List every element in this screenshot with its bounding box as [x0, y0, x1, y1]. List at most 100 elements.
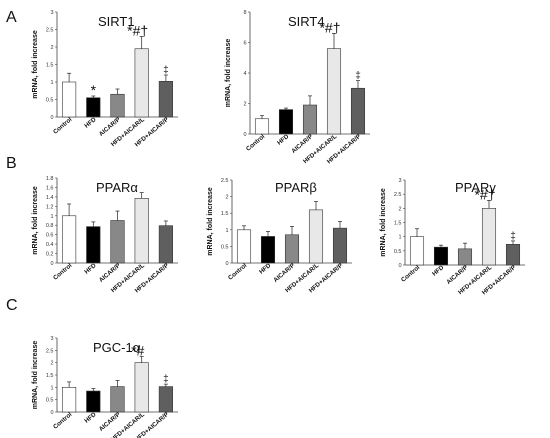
- y-tick-label: 2: [225, 195, 228, 201]
- y-tick-label: 0: [50, 261, 53, 267]
- y-tick-label: 0: [50, 410, 53, 416]
- panel-label-c: C: [6, 297, 18, 314]
- chart-5: PPARγ 0 0.5 1 1.5 2 2.5 3 mRNA, fold increase Con…: [380, 178, 525, 296]
- bar: [110, 93, 125, 118]
- chart-title: SIRT1: [98, 14, 135, 29]
- significance-marker: *: [91, 82, 97, 98]
- y-tick-label: 4: [243, 71, 246, 77]
- y-tick-label: 0: [243, 132, 246, 138]
- category-label: HFD: [431, 264, 446, 278]
- bar: [134, 198, 149, 264]
- significance-marker: ‡: [510, 231, 516, 242]
- significance-marker: ‡: [163, 65, 169, 76]
- y-tick-label: 6: [243, 41, 246, 47]
- significance-marker: *#†: [319, 19, 340, 35]
- y-tick-label: 3: [50, 10, 53, 16]
- bar: [62, 387, 77, 413]
- y-tick-label: 2.5: [221, 178, 229, 184]
- y-tick-label: 1.2: [46, 204, 54, 210]
- category-label: HFD: [83, 116, 98, 130]
- y-tick-label: 1.5: [46, 63, 54, 69]
- bar: [134, 362, 149, 413]
- bar: [86, 226, 101, 264]
- bar: [110, 220, 125, 264]
- y-tick-label: 2: [50, 361, 53, 367]
- chart-title: PPARγ: [455, 180, 496, 195]
- chart-6: PGC-1α 0 0.5 1 1.5 2 2.5 3 mRNA, fold increase Co…: [32, 336, 178, 438]
- bar: [110, 386, 125, 413]
- bar: [86, 390, 101, 413]
- significance-marker: *#†: [127, 23, 148, 39]
- y-tick-label: 1: [50, 214, 53, 220]
- y-tick-label: 0.5: [46, 98, 54, 104]
- category-label: Control: [52, 411, 74, 431]
- bar: [134, 48, 149, 118]
- y-tick-label: 2.5: [394, 192, 402, 198]
- bar: [62, 215, 77, 264]
- panel-label-b: B: [6, 155, 17, 172]
- y-tick-label: 0.8: [46, 223, 54, 229]
- y-tick-label: 2.5: [46, 28, 54, 34]
- bar: [278, 109, 294, 135]
- category-label: Control: [52, 116, 74, 136]
- y-tick-label: 1.5: [221, 211, 229, 217]
- y-tick-label: 0.5: [221, 244, 229, 250]
- significance-marker: *#: [131, 343, 144, 359]
- bar: [260, 236, 276, 264]
- bar: [308, 209, 324, 264]
- category-label: HFD: [83, 411, 98, 425]
- category-label: Control: [52, 262, 74, 282]
- y-tick-label: 0: [50, 115, 53, 121]
- y-tick-label: 0: [225, 261, 228, 267]
- chart-1: SIRT1 0 0.5 1 1.5 2 2.5 3 mRNA, fold increase Con…: [32, 10, 178, 148]
- significance-marker: ‡: [355, 71, 361, 82]
- bar: [158, 225, 173, 264]
- significance-marker: *#†: [474, 186, 495, 202]
- y-tick-label: 2: [243, 102, 246, 108]
- significance-marker: ‡: [163, 374, 169, 385]
- y-axis-label: mRNA, fold increase: [225, 39, 232, 108]
- y-tick-label: 3: [50, 336, 53, 342]
- charts-layer: SIRT1 0 0.5 1 1.5 2 2.5 3 mRNA, fold increase Con…: [32, 10, 525, 438]
- y-tick-label: 1: [50, 80, 53, 86]
- y-axis-label: mRNA, fold increase: [32, 30, 39, 99]
- y-tick-label: 0.4: [46, 242, 54, 248]
- y-tick-label: 8: [243, 10, 246, 16]
- bar: [86, 97, 101, 118]
- bar: [62, 81, 77, 118]
- y-tick-label: 1.8: [46, 176, 54, 182]
- category-label: Control: [245, 133, 267, 153]
- y-tick-label: 1.5: [46, 373, 54, 379]
- category-label: Control: [227, 262, 249, 282]
- chart-title: SIRT4: [288, 14, 325, 29]
- y-axis-label: mRNA, fold increase: [380, 188, 387, 257]
- y-tick-label: 3: [398, 178, 401, 184]
- y-tick-label: 1: [50, 385, 53, 391]
- y-tick-label: 2.5: [46, 348, 54, 354]
- chart-title: PPARβ: [275, 180, 317, 195]
- bar: [332, 227, 348, 264]
- y-tick-label: 0.5: [394, 249, 402, 255]
- chart-title: PGC-1α: [93, 340, 141, 355]
- chart-3: PPARα 0 0.2 0.4 0.6 0.8 1 1.2 1.4 1.6 1.8 mRNA, fol…: [32, 176, 178, 294]
- chart-title: PPARα: [96, 180, 138, 195]
- bar: [457, 248, 473, 266]
- y-axis-label: mRNA, fold increase: [32, 186, 39, 255]
- bar: [409, 236, 425, 266]
- y-axis-label: mRNA, fold increase: [207, 187, 214, 256]
- bar: [350, 87, 366, 135]
- bar: [481, 208, 497, 266]
- y-tick-label: 1.5: [394, 221, 402, 227]
- y-tick-label: 0: [398, 263, 401, 269]
- y-tick-label: 0.2: [46, 252, 54, 258]
- bar: [433, 246, 449, 266]
- category-label: HFD: [258, 262, 273, 276]
- y-tick-label: 0.6: [46, 233, 54, 239]
- y-tick-label: 2: [398, 206, 401, 212]
- y-tick-label: 1: [398, 235, 401, 241]
- category-label: Control: [400, 264, 422, 284]
- chart-4: PPARβ 0 0.5 1 1.5 2 2.5 mRNA, fold increase Cont…: [207, 178, 352, 294]
- bar: [254, 118, 270, 135]
